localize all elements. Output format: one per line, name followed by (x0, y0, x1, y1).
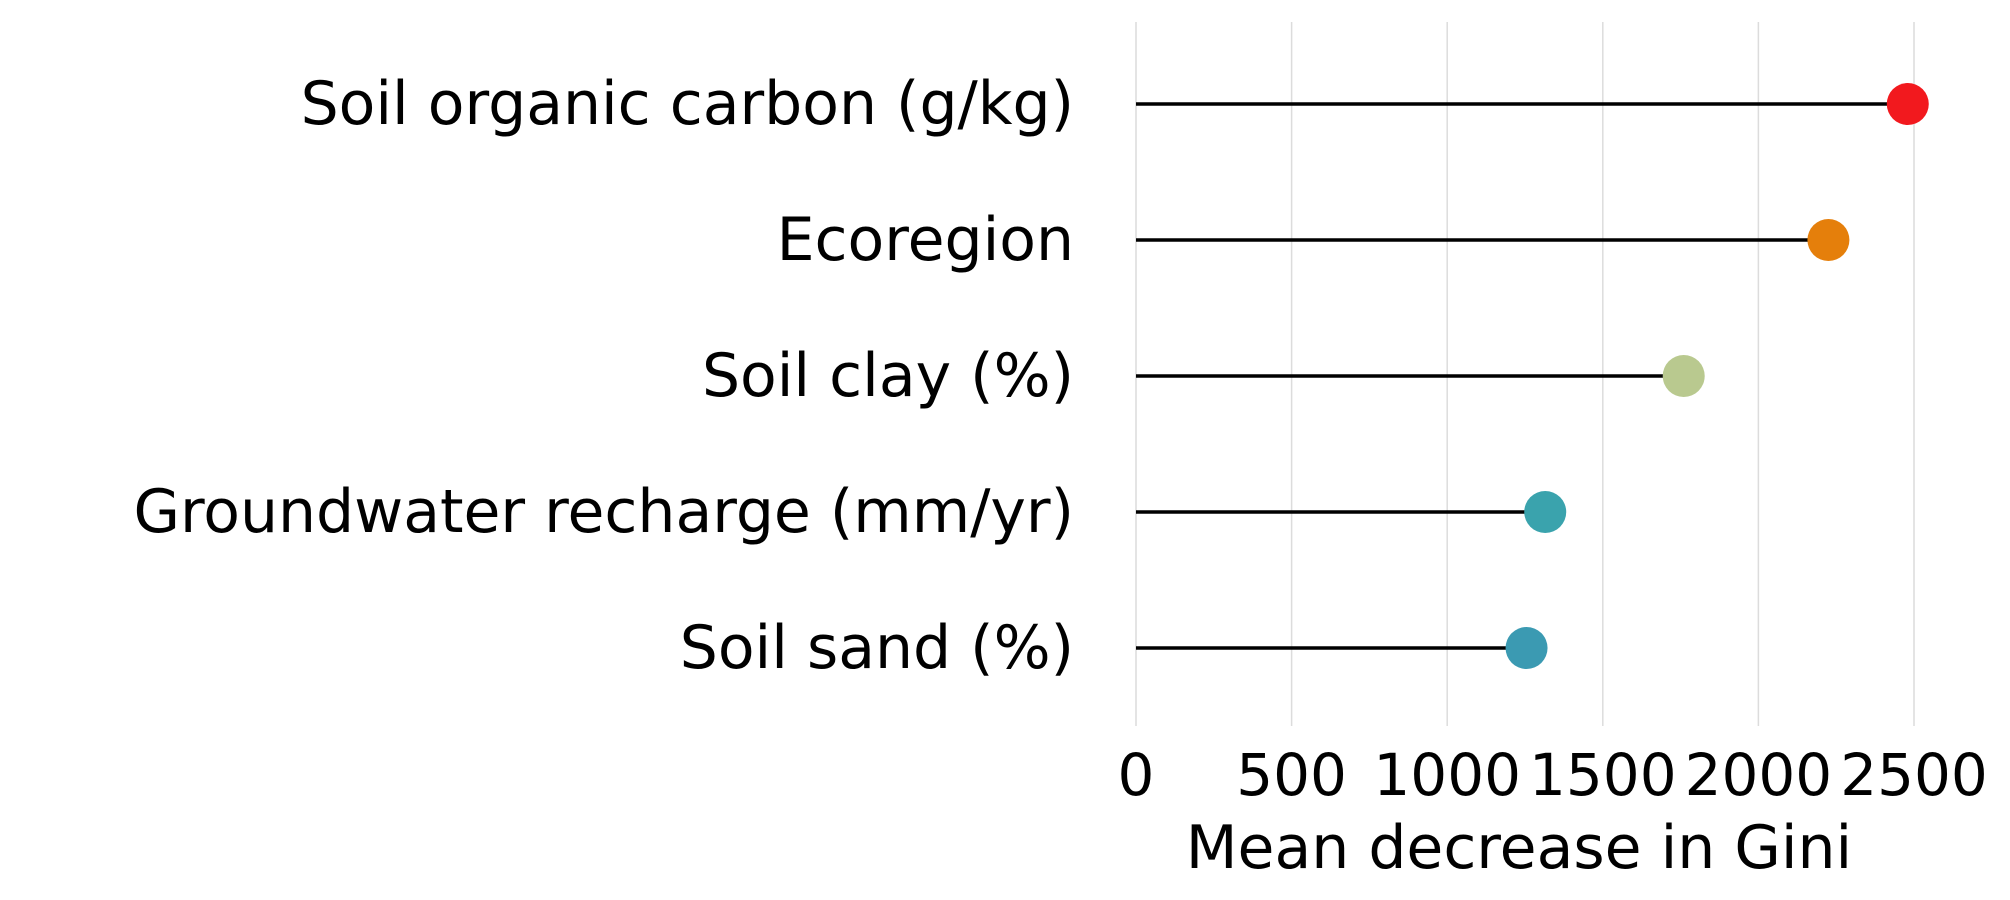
x-axis-title: Mean decrease in Gini (1186, 813, 1852, 883)
grid-lines (1136, 22, 1914, 726)
category-labels: Soil organic carbon (g/kg) Ecoregion Soil … (133, 69, 1074, 683)
lollipop-dot (1506, 627, 1548, 669)
lollipop-dot (1524, 491, 1566, 533)
x-axis-ticks: 0 500 1000 1500 2000 2500 (1118, 741, 1988, 809)
x-tick-label: 1000 (1373, 741, 1521, 809)
category-label: Soil organic carbon (g/kg) (301, 69, 1074, 139)
lollipop-dot (1807, 219, 1849, 261)
lollipop-dot (1887, 83, 1929, 125)
category-label: Groundwater recharge (mm/yr) (133, 477, 1074, 547)
x-tick-label: 1500 (1529, 741, 1677, 809)
lollipop-stems (1136, 104, 1908, 648)
category-label: Ecoregion (777, 205, 1074, 275)
category-label: Soil sand (%) (680, 613, 1074, 683)
x-tick-label: 2500 (1840, 741, 1988, 809)
x-tick-label: 0 (1118, 741, 1155, 809)
x-tick-label: 500 (1236, 741, 1347, 809)
lollipop-dot (1663, 355, 1705, 397)
category-label: Soil clay (%) (702, 341, 1074, 411)
x-tick-label: 2000 (1685, 741, 1833, 809)
